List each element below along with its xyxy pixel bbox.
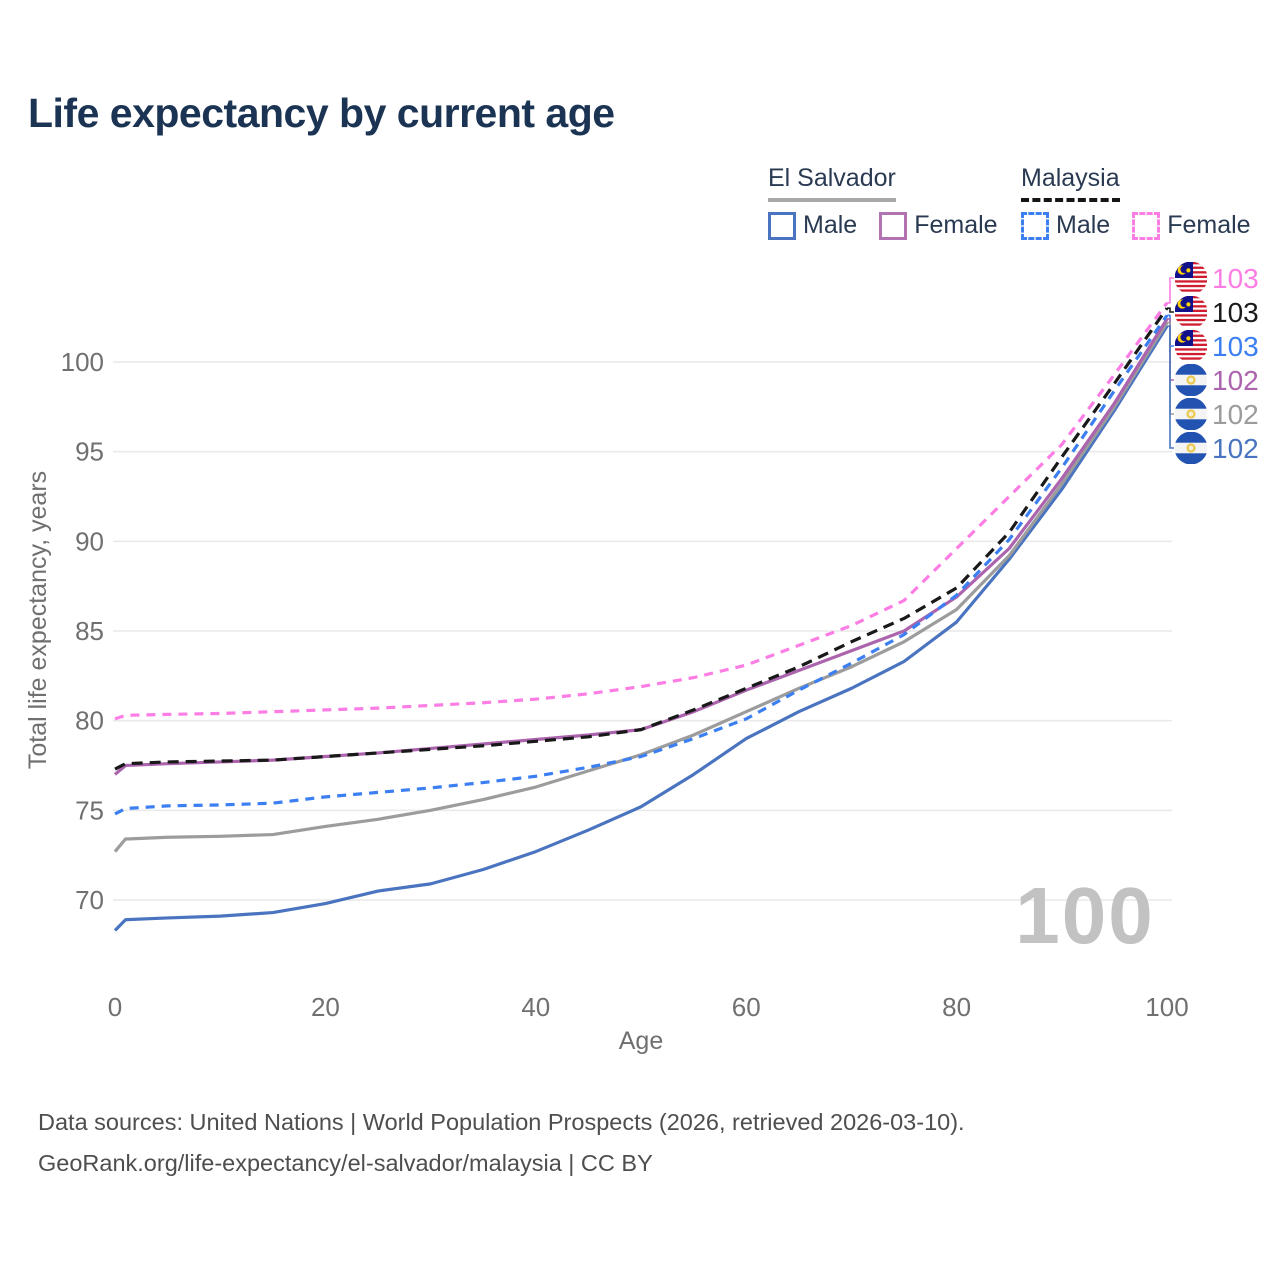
x-tick-label: 80	[942, 992, 971, 1022]
x-tick-label: 0	[108, 992, 122, 1022]
malaysia-female-swatch-icon	[1132, 211, 1161, 240]
malaysia-male-swatch-icon	[1021, 211, 1049, 240]
legend-row-el-salvador: Male Female	[768, 211, 998, 240]
legend-label-female: Female	[914, 211, 998, 239]
y-tick-label: 95	[75, 437, 104, 467]
el-salvador-female-swatch-icon	[879, 211, 908, 240]
footer-attribution: GeoRank.org/life-expectancy/el-salvador/…	[38, 1150, 653, 1176]
series-line-el-salvador-all[interactable]	[113, 321, 1169, 853]
series-line-el-salvador-male[interactable]	[113, 325, 1169, 932]
footer: Data sources: United Nations | World Pop…	[38, 1102, 1248, 1184]
legend-group-el-salvador: El Salvador Male Female	[768, 164, 998, 240]
legend-item-el-salvador-male[interactable]: Male	[768, 211, 857, 240]
y-tick-label: 90	[75, 526, 104, 556]
page-title: Life expectancy by current age	[28, 90, 615, 136]
el-salvador-male-swatch-icon	[768, 211, 796, 240]
legend-label-female: Female	[1167, 211, 1251, 239]
y-tick-label: 75	[75, 795, 104, 825]
series-line-malaysia-female[interactable]	[114, 301, 1169, 721]
y-tick-label: 100	[61, 347, 104, 377]
x-tick-label: 100	[1145, 992, 1188, 1022]
label-connector-el-salvador-male	[1167, 325, 1174, 449]
malaysia-flag-icon	[1175, 296, 1207, 328]
end-value-label-el-salvador-female: 102	[1212, 365, 1259, 396]
label-connector-malaysia-all	[1167, 307, 1174, 313]
y-axis-title: Total life expectancy, years	[24, 471, 52, 769]
legend-item-malaysia-male[interactable]: Male	[1021, 211, 1110, 240]
end-value-label-malaysia-female: 103	[1212, 263, 1259, 294]
legend-label-male: Male	[803, 211, 858, 239]
label-connector-malaysia-female	[1167, 277, 1174, 304]
malaysia-flag-icon	[1175, 330, 1207, 362]
end-value-label-el-salvador-all: 102	[1212, 399, 1259, 430]
y-tick-label: 85	[75, 616, 104, 646]
legend-item-el-salvador-female[interactable]: Female	[879, 211, 998, 240]
series-line-malaysia-male[interactable]	[114, 314, 1169, 816]
end-value-label-malaysia-all: 103	[1212, 297, 1259, 328]
age-watermark: 100	[1015, 871, 1154, 960]
x-tick-label: 20	[311, 992, 340, 1022]
legend-row-malaysia: Male Female	[1021, 211, 1251, 240]
el-salvador-flag-icon	[1175, 398, 1207, 430]
x-tick-label: 40	[521, 992, 550, 1022]
el-salvador-flag-icon	[1175, 432, 1207, 464]
y-tick-label: 70	[75, 885, 104, 915]
legend-header-el-salvador: El Salvador	[768, 164, 896, 202]
y-tick-label: 80	[75, 706, 104, 736]
legend-item-malaysia-female[interactable]: Female	[1132, 211, 1251, 240]
x-axis-title: Age	[619, 1027, 663, 1055]
legend-label-male: Male	[1056, 211, 1111, 239]
footer-data-sources: Data sources: United Nations | World Pop…	[38, 1109, 965, 1135]
legend-header-malaysia: Malaysia	[1021, 164, 1120, 202]
el-salvador-flag-icon	[1175, 364, 1207, 396]
malaysia-flag-icon	[1175, 262, 1207, 294]
x-tick-label: 60	[732, 992, 761, 1022]
series-line-el-salvador-female[interactable]	[113, 318, 1169, 776]
end-value-label-malaysia-male: 103	[1212, 331, 1259, 362]
end-value-label-el-salvador-male: 102	[1212, 433, 1259, 464]
series-line-malaysia-all[interactable]	[114, 307, 1169, 771]
legend-group-malaysia: Malaysia Male Female	[1021, 164, 1251, 240]
